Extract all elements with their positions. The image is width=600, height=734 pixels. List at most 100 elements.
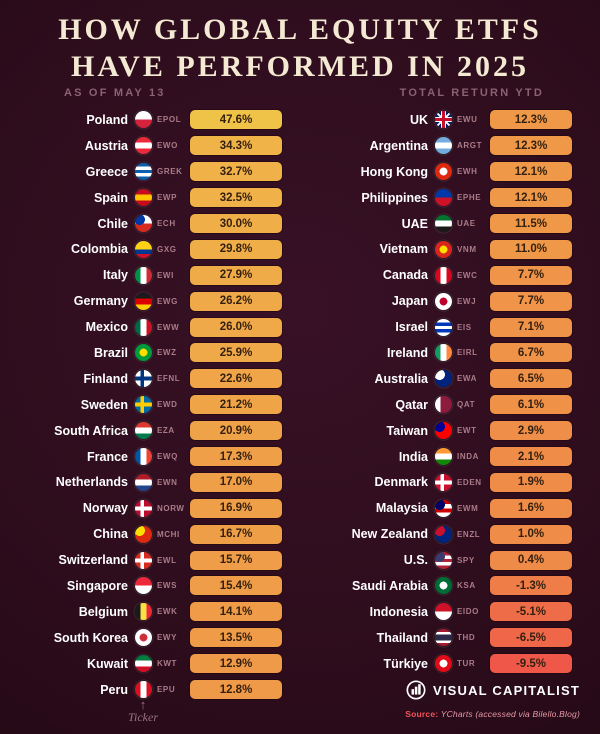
etf-row: Greece GREK 32.7%	[0, 159, 300, 185]
etf-row: Israel EIS 7.1%	[300, 314, 600, 340]
return-value-pill: 7.7%	[490, 291, 572, 311]
ticker-symbol: KSA	[457, 581, 476, 591]
ticker-symbol: EWZ	[157, 348, 177, 358]
return-value-pill: -1.3%	[490, 576, 572, 596]
ticker-symbol: QAT	[457, 400, 476, 410]
ticker-symbol: EWW	[157, 322, 180, 332]
ticker-symbol: EZA	[157, 426, 175, 436]
subtitle-as-of: AS OF MAY 13	[64, 87, 166, 99]
country-flag-icon	[435, 396, 452, 414]
return-value-pill: 6.1%	[490, 395, 572, 415]
country-flag-icon	[135, 448, 152, 466]
return-value-pill: 25.9%	[190, 343, 282, 363]
ticker-symbol: ECH	[157, 219, 176, 228]
country-name: Mexico	[85, 320, 128, 335]
return-value-pill: 47.6%	[190, 110, 282, 130]
ticker-symbol: EWP	[157, 193, 178, 203]
etf-row: Qatar QAT 6.1%	[300, 392, 600, 418]
ticker-symbol: TUR	[457, 659, 476, 669]
ticker-symbol: EPOL	[157, 115, 182, 125]
country-flag-icon	[435, 344, 452, 362]
etf-row: Taiwan EWT 2.9%	[300, 418, 600, 444]
etf-row: Türkiye TUR -9.5%	[300, 651, 600, 677]
return-value-pill: 2.9%	[490, 421, 572, 441]
etf-row: Ireland EIRL 6.7%	[300, 340, 600, 366]
country-name: UK	[409, 112, 428, 127]
ticker-symbol: UAE	[457, 219, 476, 228]
country-name: Netherlands	[55, 475, 128, 490]
ticker-symbol: ENZL	[457, 529, 481, 539]
etf-row: Singapore EWS 15.4%	[0, 573, 300, 599]
return-value-pill: 32.7%	[190, 162, 282, 182]
etf-row: Belgium EWK 14.1%	[0, 599, 300, 625]
country-flag-icon	[135, 525, 152, 543]
etf-row: Japan EWJ 7.7%	[300, 288, 600, 314]
country-name: Italy	[102, 268, 128, 283]
country-flag-icon	[435, 189, 452, 207]
return-value-pill: -5.1%	[490, 602, 572, 622]
country-name: Malaysia	[375, 501, 428, 516]
country-name: Greece	[85, 164, 128, 179]
country-flag-icon	[135, 499, 152, 517]
return-value-pill: 16.9%	[190, 498, 282, 518]
return-value-pill: 13.5%	[190, 628, 282, 648]
country-name: Finland	[83, 371, 128, 386]
ticker-symbol: EWK	[157, 607, 178, 617]
ticker-symbol: EWA	[457, 374, 478, 384]
return-value-pill: 12.1%	[490, 162, 572, 182]
country-flag-icon	[435, 215, 452, 232]
ticker-symbol: EWT	[457, 426, 477, 436]
return-value-pill: 32.5%	[190, 188, 282, 208]
column-left: Poland EPOL 47.6% Austria EWO 34.3% Gree…	[0, 107, 300, 702]
return-value-pill: 12.3%	[490, 136, 572, 156]
subtitle-bar: AS OF MAY 13 TOTAL RETURN YTD	[0, 87, 600, 103]
country-name: Indonesia	[369, 604, 428, 619]
return-value-pill: 12.9%	[190, 654, 282, 674]
ticker-symbol: EWC	[457, 270, 478, 280]
ticker-symbol: THD	[457, 633, 476, 643]
etf-row: Norway NORW 16.9%	[0, 495, 300, 521]
ticker-symbol: EIDO	[457, 607, 479, 617]
return-value-pill: 21.2%	[190, 395, 282, 415]
country-flag-icon	[435, 655, 452, 673]
ticker-symbol: EWU	[457, 115, 478, 125]
etf-row: Poland EPOL 47.6%	[0, 107, 300, 133]
country-name: Austria	[84, 138, 128, 153]
country-name: Hong Kong	[360, 164, 428, 179]
etf-row: Malaysia EWM 1.6%	[300, 495, 600, 521]
country-name: Peru	[100, 682, 128, 697]
etf-row: UK EWU 12.3%	[300, 107, 600, 133]
country-name: Norway	[82, 501, 128, 516]
etf-row: South Africa EZA 20.9%	[0, 418, 300, 444]
ticker-symbol: KWT	[157, 659, 178, 669]
country-name: Australia	[374, 371, 429, 386]
country-flag-icon	[435, 240, 452, 258]
return-value-pill: 6.7%	[490, 343, 572, 363]
country-flag-icon	[135, 292, 152, 310]
country-name: Thailand	[376, 630, 428, 645]
etf-row: Peru EPU 12.8%	[0, 677, 300, 703]
return-value-pill: 7.7%	[490, 265, 572, 285]
etf-row: Australia EWA 6.5%	[300, 366, 600, 392]
etf-row: Kuwait KWT 12.9%	[0, 651, 300, 677]
up-arrow-icon: ↑	[139, 697, 147, 712]
etf-row: Netherlands EWN 17.0%	[0, 469, 300, 495]
etf-row: Spain EWP 32.5%	[0, 185, 300, 211]
country-flag-icon	[135, 344, 152, 362]
return-value-pill: 15.7%	[190, 550, 282, 570]
ticker-symbol: EPHE	[457, 193, 482, 203]
country-name: Canada	[382, 268, 428, 283]
ticker-symbol: VNM	[457, 244, 477, 254]
country-flag-icon	[435, 629, 452, 647]
return-value-pill: 6.5%	[490, 369, 572, 389]
country-flag-icon	[135, 318, 152, 336]
country-flag-icon	[435, 473, 452, 491]
country-name: South Korea	[53, 630, 128, 645]
country-flag-icon	[135, 629, 152, 647]
source-text: Source: YCharts (accessed via Bilello.Bl…	[405, 709, 580, 719]
country-name: Germany	[73, 294, 128, 309]
etf-row: Colombia GXG 29.8%	[0, 236, 300, 262]
country-flag-icon	[435, 318, 452, 336]
country-flag-icon	[435, 163, 452, 181]
country-flag-icon	[135, 655, 152, 673]
